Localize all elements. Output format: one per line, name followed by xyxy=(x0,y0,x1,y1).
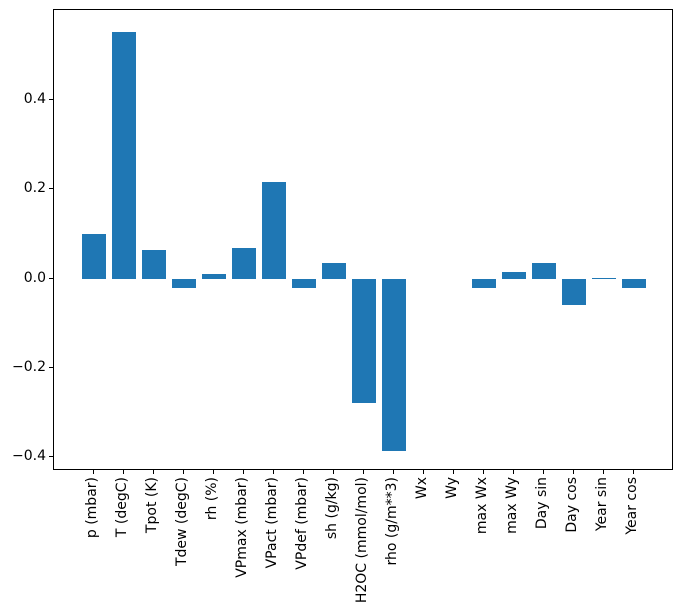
bar-rh xyxy=(202,273,227,279)
x-tick-label-day-sin: Day sin xyxy=(533,477,550,530)
bar-day-sin xyxy=(531,262,556,279)
bar-rho-g-m-3 xyxy=(381,278,406,452)
x-tick-mark xyxy=(153,470,155,474)
x-tick-label-wx: Wx xyxy=(413,477,430,500)
y-tick-mark xyxy=(49,456,53,458)
x-tick-mark xyxy=(213,470,215,474)
bar-vpact-mbar xyxy=(262,181,287,279)
bar-vpmax-mbar xyxy=(232,247,257,279)
bar-day-cos xyxy=(561,278,586,305)
bar-h2oc-mmol-mol xyxy=(352,278,376,403)
bar-t-degc xyxy=(112,32,137,279)
plot-area xyxy=(53,9,673,470)
x-tick-mark xyxy=(93,470,95,474)
bar-year-sin xyxy=(591,277,616,279)
x-tick-mark xyxy=(363,470,364,474)
x-tick-label-vpdef-mbar: VPdef (mbar) xyxy=(294,477,311,570)
x-tick-label-max-wy: max Wy xyxy=(503,477,520,534)
x-tick-label-p-mbar: p (mbar) xyxy=(84,477,101,539)
x-tick-label-tpot-k: Tpot (K) xyxy=(144,477,161,534)
x-tick-mark xyxy=(243,470,245,474)
x-tick-label-max-wx: max Wx xyxy=(473,477,490,535)
x-tick-label-sh-g-kg: sh (g/kg) xyxy=(324,477,341,540)
x-tick-mark xyxy=(632,470,634,474)
y-tick-label: 0.2 xyxy=(23,180,46,197)
y-tick-label: 0.0 xyxy=(23,269,46,286)
y-tick-mark xyxy=(49,277,53,279)
x-tick-mark xyxy=(572,470,574,474)
y-tick-mark xyxy=(49,188,53,190)
x-tick-label-rh: rh (%) xyxy=(204,477,221,521)
x-tick-mark xyxy=(602,470,604,474)
bar-vpdef-mbar xyxy=(292,278,317,289)
x-tick-mark xyxy=(333,470,335,474)
x-tick-mark xyxy=(123,470,125,474)
x-tick-mark xyxy=(303,470,305,474)
bar-tpot-k xyxy=(142,249,167,279)
x-tick-mark xyxy=(482,470,484,474)
x-tick-label-day-cos: Day cos xyxy=(563,477,580,533)
x-tick-label-rho-g-m-3: rho (g/m**3) xyxy=(383,477,400,566)
bar-max-wx xyxy=(471,278,496,289)
bar-p-mbar xyxy=(82,234,107,279)
x-tick-label-wy: Wy xyxy=(443,477,460,499)
bar-sh-g-kg xyxy=(322,263,346,279)
y-tick-mark xyxy=(49,366,53,368)
x-tick-label-h2oc-mmol-mol: H2OC (mmol/mol) xyxy=(354,477,370,604)
x-tick-mark xyxy=(452,470,454,474)
x-tick-mark xyxy=(512,470,514,474)
bar-year-cos xyxy=(621,278,646,289)
bar-max-wy xyxy=(501,272,526,279)
x-tick-label-vpact-mbar: VPact (mbar) xyxy=(264,477,281,569)
y-tick-mark xyxy=(49,99,53,101)
x-tick-mark xyxy=(542,470,544,474)
x-tick-label-vpmax-mbar: VPmax (mbar) xyxy=(234,477,251,578)
x-tick-label-tdew-degc: Tdew (degC) xyxy=(174,477,191,567)
x-tick-mark xyxy=(183,470,185,474)
x-tick-label-t-degc: T (degC) xyxy=(114,477,131,538)
bar-tdew-degc xyxy=(172,278,197,289)
x-tick-mark xyxy=(422,470,424,474)
y-tick-label: 0.4 xyxy=(23,91,46,108)
x-tick-mark xyxy=(392,470,394,474)
y-tick-label: −0.2 xyxy=(12,358,46,375)
y-tick-label: −0.4 xyxy=(12,448,46,465)
x-tick-label-year-sin: Year sin xyxy=(593,477,610,532)
x-tick-mark xyxy=(273,470,275,474)
x-tick-label-year-cos: Year cos xyxy=(623,477,640,535)
